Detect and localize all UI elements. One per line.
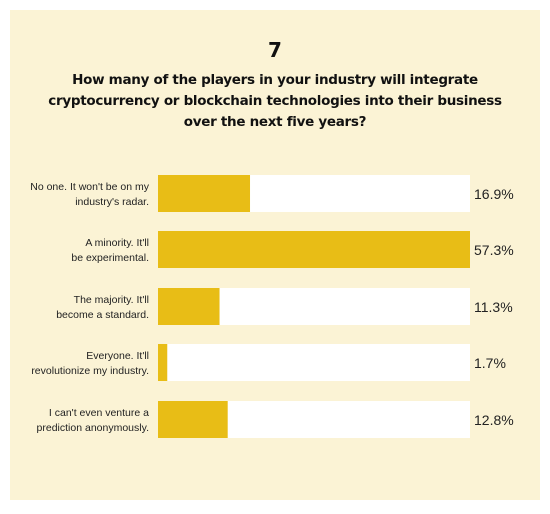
bar — [158, 344, 168, 381]
bar — [158, 288, 220, 325]
bar-track — [158, 344, 470, 381]
value-label: 12.8% — [474, 412, 514, 428]
category-label: Everyone. It'll revolutionize my industry… — [31, 350, 149, 377]
figure-number: 7 — [268, 38, 282, 62]
category-label: The majority. It'll become a standard. — [56, 294, 149, 321]
bar-row: I can't even venture a prediction anonymo… — [37, 401, 514, 438]
bar-row: No one. It won't be on my industry's rada… — [30, 175, 514, 212]
chart-title: How many of the players in your industry… — [48, 72, 502, 130]
value-label: 16.9% — [474, 186, 514, 202]
value-label: 11.3% — [474, 299, 513, 315]
category-label: I can't even venture a prediction anonymo… — [37, 407, 150, 434]
bar — [158, 401, 228, 438]
category-label: A minority. It'll be experimental. — [71, 237, 149, 264]
value-label: 57.3% — [474, 242, 514, 258]
bar-row: Everyone. It'll revolutionize my industry… — [31, 344, 506, 381]
category-label: No one. It won't be on my industry's rada… — [30, 181, 149, 208]
bar-row: A minority. It'll be experimental. 57.3% — [71, 231, 514, 268]
bar-row: The majority. It'll become a standard. 11.… — [56, 288, 513, 325]
value-label: 1.7% — [474, 355, 506, 371]
bar — [158, 175, 251, 212]
bar — [158, 231, 470, 268]
